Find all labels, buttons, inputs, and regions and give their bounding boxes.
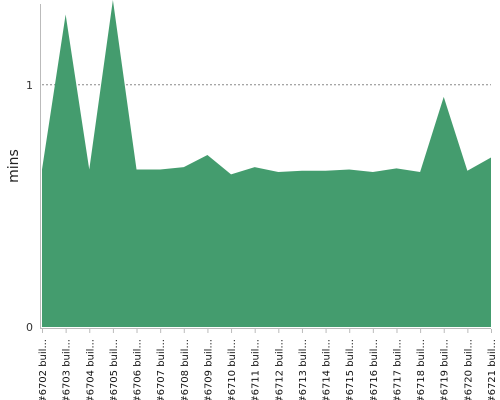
x-tick-label: #6711 buil... [251,339,262,400]
x-tick-label: #6713 buil... [298,339,309,400]
x-tick-label: #6719 buil... [440,339,451,400]
x-tick-label: #6705 buil... [109,339,120,400]
x-tick-label: #6706 buil... [133,339,144,400]
axes [40,4,492,333]
x-tick-label: #6710 buil... [227,339,238,400]
x-tick-label: #6704 buil... [85,339,96,400]
x-tick-label: #6720 buil... [463,339,474,400]
y-axis-label: mins [6,149,22,183]
x-tick-label: #6716 buil... [369,339,380,400]
area-series [42,0,491,327]
x-tick-label: #6707 buil... [156,339,167,400]
x-tick-label: #6718 buil... [416,339,427,400]
x-tick-label: #6714 buil... [322,339,333,400]
area-fill [42,0,491,327]
x-tick-labels: #6702 buil... #6703 buil... #6704 buil... #… [38,339,498,400]
x-tick-label: #6715 buil... [345,339,356,400]
x-tick-label: #6708 buil... [180,339,191,400]
x-tick-label: #6709 buil... [203,339,214,400]
x-tick-label: #6712 buil... [274,339,285,400]
x-tick-label: #6717 buil... [392,339,403,400]
y-tick-label: 0 [26,321,33,334]
x-tick-label: #6703 buil... [62,339,73,400]
x-tick-label: #6702 buil... [38,339,49,400]
y-tick-labels: 01 [26,79,33,334]
y-tick-label: 1 [26,79,33,92]
x-tick-label: #6721 buil... [487,339,498,400]
